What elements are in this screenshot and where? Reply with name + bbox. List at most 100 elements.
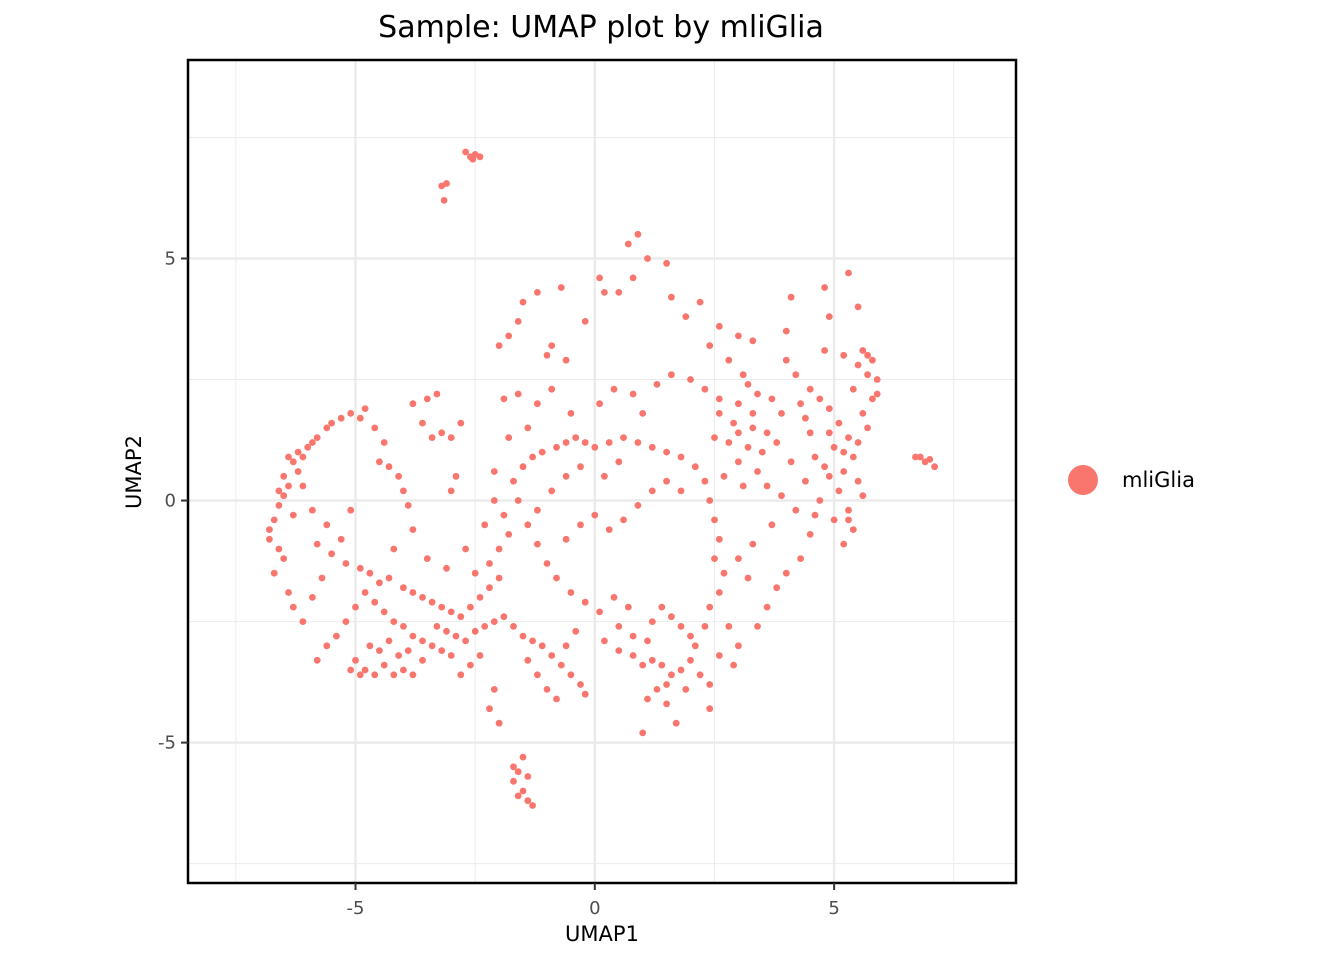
data-point bbox=[443, 180, 450, 187]
data-point bbox=[519, 753, 527, 761]
data-point bbox=[275, 487, 283, 495]
data-point bbox=[668, 613, 675, 621]
data-point bbox=[739, 371, 747, 379]
data-point bbox=[299, 482, 307, 490]
data-point bbox=[390, 671, 398, 679]
data-point bbox=[500, 511, 508, 519]
data-point bbox=[701, 385, 709, 393]
data-point bbox=[534, 289, 541, 296]
data-point bbox=[735, 458, 742, 466]
data-point bbox=[514, 792, 522, 800]
data-point bbox=[289, 511, 297, 519]
data-point bbox=[280, 472, 288, 480]
data-point bbox=[534, 400, 541, 408]
data-point bbox=[648, 487, 656, 495]
data-point bbox=[486, 560, 493, 567]
data-point bbox=[385, 463, 393, 471]
data-point bbox=[672, 719, 680, 727]
data-point bbox=[543, 686, 551, 693]
data-point bbox=[385, 637, 393, 645]
data-point bbox=[385, 574, 393, 582]
data-point bbox=[825, 429, 833, 437]
data-point bbox=[725, 439, 733, 446]
data-point bbox=[816, 395, 824, 403]
data-point bbox=[467, 661, 474, 669]
data-point bbox=[404, 647, 412, 654]
data-point bbox=[682, 313, 690, 320]
data-point bbox=[495, 719, 503, 727]
data-point bbox=[371, 598, 379, 606]
data-point bbox=[361, 405, 369, 412]
data-point bbox=[605, 526, 613, 533]
data-point bbox=[428, 434, 436, 441]
data-point bbox=[476, 153, 484, 161]
data-point bbox=[653, 686, 661, 693]
data-point bbox=[514, 768, 522, 776]
data-point bbox=[859, 492, 867, 500]
data-point bbox=[849, 385, 857, 393]
data-point bbox=[624, 603, 632, 611]
data-point bbox=[557, 284, 565, 291]
data-point bbox=[294, 468, 302, 475]
data-point bbox=[744, 381, 752, 388]
data-point bbox=[433, 390, 441, 398]
data-point bbox=[270, 569, 278, 577]
y-tick-label: 0 bbox=[165, 491, 176, 512]
data-point bbox=[715, 589, 723, 596]
data-point bbox=[548, 487, 556, 495]
data-point bbox=[328, 419, 335, 427]
data-point bbox=[524, 773, 532, 780]
data-point bbox=[289, 603, 297, 611]
data-point bbox=[481, 521, 489, 529]
data-point bbox=[706, 342, 714, 349]
data-point bbox=[845, 516, 852, 524]
data-point bbox=[443, 627, 450, 635]
data-point bbox=[715, 322, 723, 330]
data-point bbox=[730, 419, 737, 427]
data-point bbox=[457, 613, 465, 621]
data-point bbox=[658, 603, 666, 611]
data-point bbox=[505, 434, 513, 441]
data-point bbox=[519, 463, 527, 471]
data-point bbox=[696, 298, 704, 306]
data-point bbox=[845, 506, 852, 514]
data-point bbox=[864, 351, 871, 359]
data-point bbox=[864, 424, 871, 432]
data-point bbox=[782, 327, 790, 335]
data-point bbox=[567, 589, 575, 596]
data-point bbox=[534, 540, 541, 548]
data-point bbox=[782, 356, 790, 364]
data-point bbox=[543, 351, 551, 359]
data-point bbox=[476, 652, 484, 659]
data-point bbox=[754, 623, 761, 630]
data-point bbox=[634, 230, 642, 238]
data-point bbox=[376, 647, 383, 654]
data-point bbox=[404, 502, 412, 509]
data-point bbox=[845, 269, 852, 277]
data-point bbox=[668, 293, 675, 301]
y-axis-label: UMAP2 bbox=[122, 435, 146, 509]
data-point bbox=[471, 627, 479, 635]
data-point bbox=[452, 472, 460, 480]
data-point bbox=[873, 376, 881, 383]
y-tick-label: -5 bbox=[158, 733, 176, 754]
data-point bbox=[811, 453, 819, 461]
data-point bbox=[758, 448, 766, 456]
data-point bbox=[313, 656, 321, 664]
data-point bbox=[419, 594, 426, 601]
data-point bbox=[495, 574, 503, 582]
data-point bbox=[553, 443, 560, 451]
data-point bbox=[605, 439, 613, 446]
data-point bbox=[749, 540, 757, 548]
data-point bbox=[912, 453, 919, 461]
x-tick-label: 0 bbox=[589, 898, 600, 919]
data-point bbox=[744, 443, 752, 451]
data-point bbox=[457, 419, 465, 427]
data-point bbox=[557, 661, 565, 669]
data-point bbox=[519, 787, 527, 795]
data-point bbox=[601, 637, 608, 645]
data-point bbox=[299, 453, 307, 461]
data-point bbox=[725, 356, 733, 364]
data-point bbox=[462, 637, 469, 645]
